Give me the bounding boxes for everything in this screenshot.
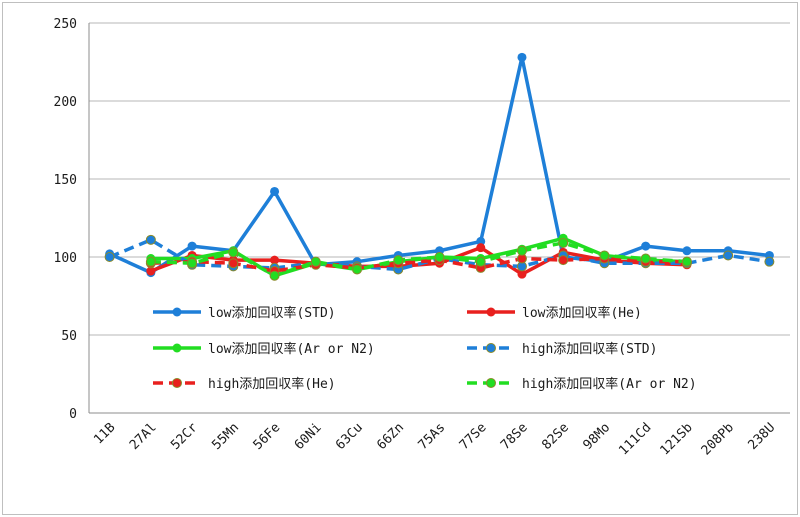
x-tick-label: 121Sb — [657, 420, 695, 458]
data-point — [393, 255, 404, 266]
x-tick-label: 63Cu — [333, 420, 366, 453]
legend-marker — [486, 378, 496, 388]
legend-label: low添加回収率(STD) — [208, 305, 336, 321]
data-point — [516, 245, 527, 256]
legend-label: high添加回収率(He) — [208, 376, 336, 392]
legend-entry: low添加回収率(STD) — [153, 305, 336, 321]
legend-entry: high添加回収率(Ar or N2) — [467, 376, 697, 392]
data-point — [104, 252, 115, 262]
series-line — [108, 55, 770, 275]
x-tick-label: 55Mn — [209, 420, 242, 453]
data-point — [599, 250, 610, 261]
data-point — [228, 258, 239, 269]
data-point — [187, 241, 197, 251]
series-lines — [104, 52, 775, 281]
x-tick-label: 11B — [91, 420, 118, 447]
data-point — [228, 247, 239, 258]
x-tick-label: 52Cr — [168, 420, 201, 453]
series-5 — [145, 237, 692, 281]
x-tick-label: 238U — [745, 420, 778, 453]
series-line — [150, 256, 687, 273]
x-tick-label: 82Se — [539, 420, 572, 453]
legend-marker — [486, 307, 496, 317]
data-point — [352, 264, 363, 275]
gridlines — [89, 22, 790, 336]
y-tick-label: 0 — [69, 407, 77, 422]
series-line — [150, 241, 688, 278]
x-tick-label: 111Cd — [616, 420, 654, 458]
x-tick-label: 78Se — [498, 420, 531, 453]
legend-entry: high添加回収率(STD) — [467, 341, 657, 357]
data-point — [270, 255, 280, 265]
data-point — [558, 255, 569, 266]
legend-entry: low添加回収率(He) — [467, 305, 642, 321]
data-point — [640, 253, 651, 264]
y-tick-label: 250 — [54, 17, 77, 32]
legend: low添加回収率(STD) low添加回収率(He) low添加回収率(Ar or … — [153, 305, 697, 392]
x-tick-label: 98Mo — [581, 420, 614, 453]
data-point — [517, 52, 527, 62]
data-point — [723, 250, 734, 261]
y-tick-label: 200 — [54, 95, 77, 110]
y-tick-label: 150 — [54, 173, 77, 188]
data-point — [310, 256, 321, 267]
legend-entry: high添加回収率(He) — [153, 376, 336, 392]
x-tick-label: 27Al — [127, 420, 160, 453]
x-tick-label: 77Se — [457, 420, 490, 453]
data-point — [146, 266, 156, 276]
legend-label: low添加回収率(He) — [522, 305, 642, 321]
data-point — [476, 243, 486, 253]
data-point — [682, 246, 692, 256]
data-point — [475, 256, 486, 267]
legend-marker — [172, 343, 182, 353]
x-axis-ticks: 11B 27Al 52Cr 55Mn 56Fe 60Ni 63Cu 66Zn 75As 77Se 7… — [91, 420, 778, 458]
legend-marker — [172, 307, 182, 317]
legend-marker — [486, 343, 496, 353]
data-point — [681, 256, 692, 267]
legend-marker — [172, 378, 182, 388]
legend-label: low添加回収率(Ar or N2) — [208, 341, 375, 357]
series-0 — [105, 52, 774, 278]
data-point — [476, 236, 486, 246]
x-tick-label: 60Ni — [292, 420, 325, 453]
x-tick-label: 56Fe — [251, 420, 284, 453]
legend-label: high添加回収率(Ar or N2) — [522, 376, 697, 392]
x-tick-label: 66Zn — [374, 420, 407, 453]
x-tick-label: 208Pb — [699, 420, 737, 458]
data-point — [187, 258, 198, 269]
axes — [88, 23, 790, 414]
y-axis-ticks: 0 50 100 150 200 250 — [54, 17, 77, 422]
data-point — [764, 256, 775, 267]
data-point — [434, 252, 445, 262]
data-point — [517, 269, 527, 279]
data-point — [145, 234, 156, 245]
legend-entry: low添加回収率(Ar or N2) — [153, 341, 375, 357]
x-tick-label: 75As — [416, 420, 449, 453]
data-point — [270, 186, 280, 196]
data-point — [145, 256, 156, 267]
data-point — [641, 241, 651, 251]
y-tick-label: 50 — [61, 329, 77, 344]
y-tick-label: 100 — [54, 251, 77, 266]
data-point — [558, 237, 569, 248]
data-point — [269, 270, 280, 281]
legend-label: high添加回収率(STD) — [522, 341, 657, 357]
